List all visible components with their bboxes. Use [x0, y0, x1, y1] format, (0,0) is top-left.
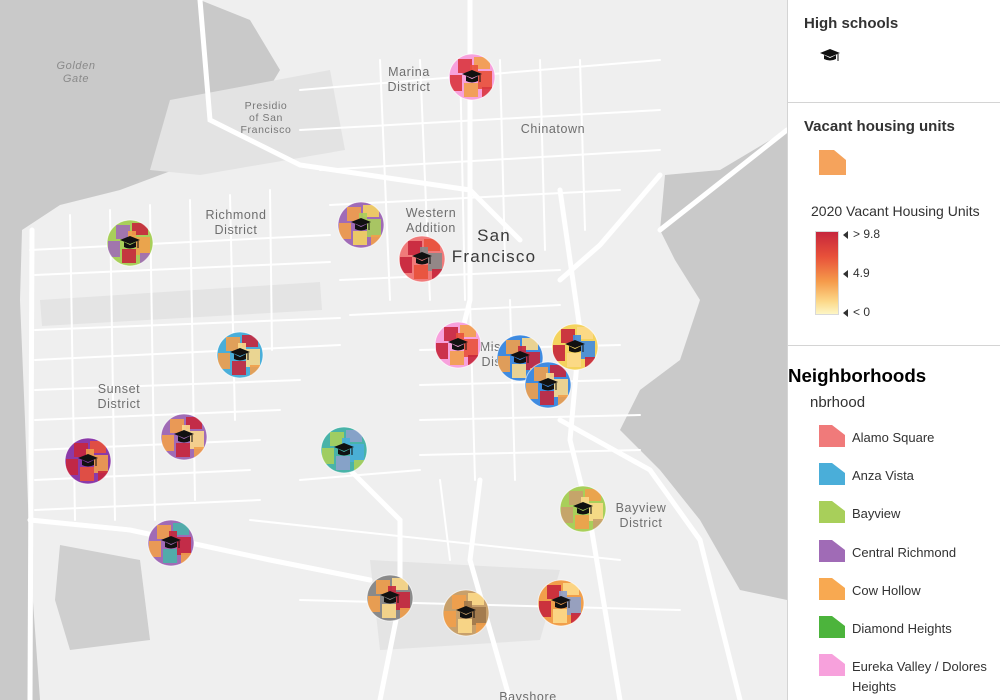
- neighborhood-label: Anza Vista: [852, 468, 914, 483]
- neighborhood-label: Cow Hollow: [852, 583, 921, 598]
- graduation-cap-icon: [551, 596, 571, 609]
- legend-section-high-schools: High schools: [788, 0, 1000, 103]
- golden-gate-label: Golden Gate: [56, 60, 96, 85]
- legend-title-vacant-housing: Vacant housing units: [804, 118, 955, 135]
- school-marker-sunset[interactable]: [160, 413, 208, 461]
- school-marker-western-addition[interactable]: [337, 201, 385, 249]
- school-marker-mission-south[interactable]: [524, 361, 572, 409]
- graduation-cap-icon: [161, 536, 181, 549]
- marina-district-label: Marina District: [387, 65, 431, 94]
- ramp-label-high: > 9.8: [843, 227, 880, 241]
- school-marker-marina[interactable]: [448, 53, 496, 101]
- bayview-district-label: Bayview District: [615, 501, 667, 530]
- graduation-cap-icon: [351, 218, 371, 231]
- neighborhood-swatch: [819, 425, 845, 447]
- legend-title-high-schools: High schools: [804, 15, 899, 32]
- neighborhood-swatch: [819, 463, 845, 485]
- neighborhoods-field-name: nbrhood: [810, 394, 866, 411]
- graduation-cap-icon: [174, 430, 194, 443]
- ramp-label-low: < 0: [843, 305, 870, 319]
- school-marker-lakeshore[interactable]: [147, 519, 195, 567]
- graduation-cap-icon: [78, 454, 98, 467]
- neighborhood-swatch: [819, 616, 845, 638]
- legend-section-neighborhoods: Neighborhoods nbrhood Alamo Square Anza V…: [788, 346, 1000, 700]
- neighborhood-label: Central Richmond: [852, 545, 957, 560]
- neighborhood-swatch: [819, 578, 845, 600]
- graduation-cap-icon: [510, 351, 530, 364]
- school-markers-layer: [64, 53, 607, 637]
- graduation-cap-icon: [380, 591, 400, 604]
- graduation-cap-icon: [538, 378, 558, 391]
- graduation-cap-icon: [456, 606, 476, 619]
- school-marker-twin-peaks[interactable]: [320, 426, 368, 474]
- vacant-field-title: 2020 Vacant Housing Units: [811, 203, 980, 219]
- ramp-label-mid: 4.9: [843, 266, 870, 280]
- graduation-cap-icon: [334, 443, 354, 456]
- san-francisco-label: San Francisco: [451, 226, 537, 266]
- graduation-cap-icon: [462, 70, 482, 83]
- graduation-cap-icon: [230, 348, 250, 361]
- neighborhood-swatch: [819, 540, 845, 562]
- school-marker-potrero[interactable]: [551, 323, 599, 371]
- school-marker-bayview[interactable]: [559, 485, 607, 533]
- school-marker-sunset-west[interactable]: [64, 437, 112, 485]
- neighborhood-label: Diamond Heights: [852, 621, 952, 636]
- graduation-cap-icon: [573, 502, 593, 515]
- school-marker-excelsior[interactable]: [366, 574, 414, 622]
- graduation-cap-icon: [565, 340, 585, 353]
- school-marker-mission[interactable]: [496, 334, 544, 382]
- neighborhood-label: Eureka Valley / Dolores Heights: [852, 659, 987, 694]
- legend-panel: High schools Vacant housing units 2020 V…: [787, 0, 1000, 700]
- golden-gate-park: [40, 282, 322, 326]
- bayshore-label: Bayshore: [499, 690, 557, 700]
- lake-merced: [55, 545, 150, 650]
- legend-section-vacant-housing: Vacant housing units 2020 Vacant Housing…: [788, 103, 1000, 346]
- presidio-park: [150, 70, 345, 175]
- school-marker-mission-west[interactable]: [434, 321, 482, 369]
- western-addition-label: Western Addition: [405, 206, 457, 235]
- richmond-district-label: Richmond District: [205, 208, 267, 237]
- chinatown-label: Chinatown: [520, 122, 586, 136]
- school-marker-visitacion[interactable]: [537, 579, 585, 627]
- school-marker-richmond[interactable]: [106, 219, 154, 267]
- school-marker-fillmore[interactable]: [398, 235, 446, 283]
- graduation-cap-icon: [820, 49, 840, 61]
- vacant-housing-swatch: [819, 150, 846, 175]
- graduation-cap-icon: [448, 338, 468, 351]
- graduation-cap-icon: [120, 236, 140, 249]
- neighborhood-label: Bayview: [852, 506, 901, 521]
- neighborhood-swatch: [819, 654, 845, 676]
- vacant-color-ramp: [815, 231, 839, 315]
- school-marker-outer-mission[interactable]: [442, 589, 490, 637]
- graduation-cap-icon: [412, 252, 432, 265]
- neighborhood-label: Alamo Square: [852, 430, 935, 445]
- map-view[interactable]: Golden Gate Presidio of San Francisco Marin…: [0, 0, 787, 700]
- legend-title-neighborhoods: Neighborhoods: [788, 364, 927, 386]
- neighborhood-swatch: [819, 501, 845, 523]
- school-marker-anza-vista[interactable]: [216, 331, 264, 379]
- sunset-district-label: Sunset District: [97, 382, 141, 411]
- presidio-label: Presidio of San Francisco: [240, 100, 292, 136]
